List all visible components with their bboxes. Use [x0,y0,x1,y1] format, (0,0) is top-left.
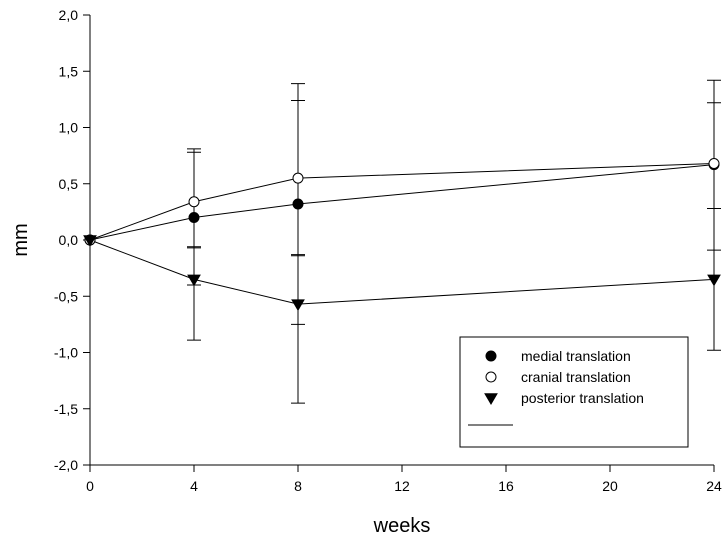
legend-marker [485,371,497,383]
y-tick-label: 0,5 [59,176,79,192]
y-tick-label: 1,0 [59,120,79,136]
x-tick-label: 16 [498,478,514,494]
y-tick-label: 1,5 [59,63,79,79]
y-tick-label: 2,0 [59,7,79,23]
data-point [83,235,97,247]
x-tick-label: 0 [86,478,94,494]
y-tick-label: 0,0 [59,232,79,248]
series-line [89,164,715,241]
data-point [292,198,304,210]
y-tick-label: -2,0 [54,457,78,473]
x-tick-label: 4 [190,478,198,494]
series-line [89,163,715,241]
data-point [188,196,200,208]
y-tick-label: -1,5 [54,401,78,417]
x-tick-label: 20 [602,478,618,494]
data-point [187,274,201,287]
data-point [291,299,305,312]
data-point [188,212,200,223]
legend: medial translation cranial translation pos… [459,336,689,448]
legend-label: cranial translation [521,369,631,385]
y-axis-title: mm [10,223,32,256]
x-tick-label: 24 [706,478,722,494]
y-tick-label: -1,0 [54,345,78,361]
axes: 2,0 1,5 1,0 0,5 0,0 -0,5 -1,0 -1,5 -2,0 0 4 8 12 16 20… [54,7,722,494]
legend-label: medial translation [521,348,631,364]
legend-marker [484,393,498,405]
x-tick-label: 8 [294,478,302,494]
legend-box [459,336,689,448]
x-axis-title: weeks [373,515,431,537]
series-line [89,239,715,305]
data-point [707,274,721,287]
x-tick-label: 12 [394,478,410,494]
legend-label: posterior translation [521,390,644,406]
data-point [708,158,720,169]
legend-marker [485,350,497,362]
plot-area [83,79,721,404]
y-tick-label: -0,5 [54,288,78,304]
data-point [292,172,304,184]
